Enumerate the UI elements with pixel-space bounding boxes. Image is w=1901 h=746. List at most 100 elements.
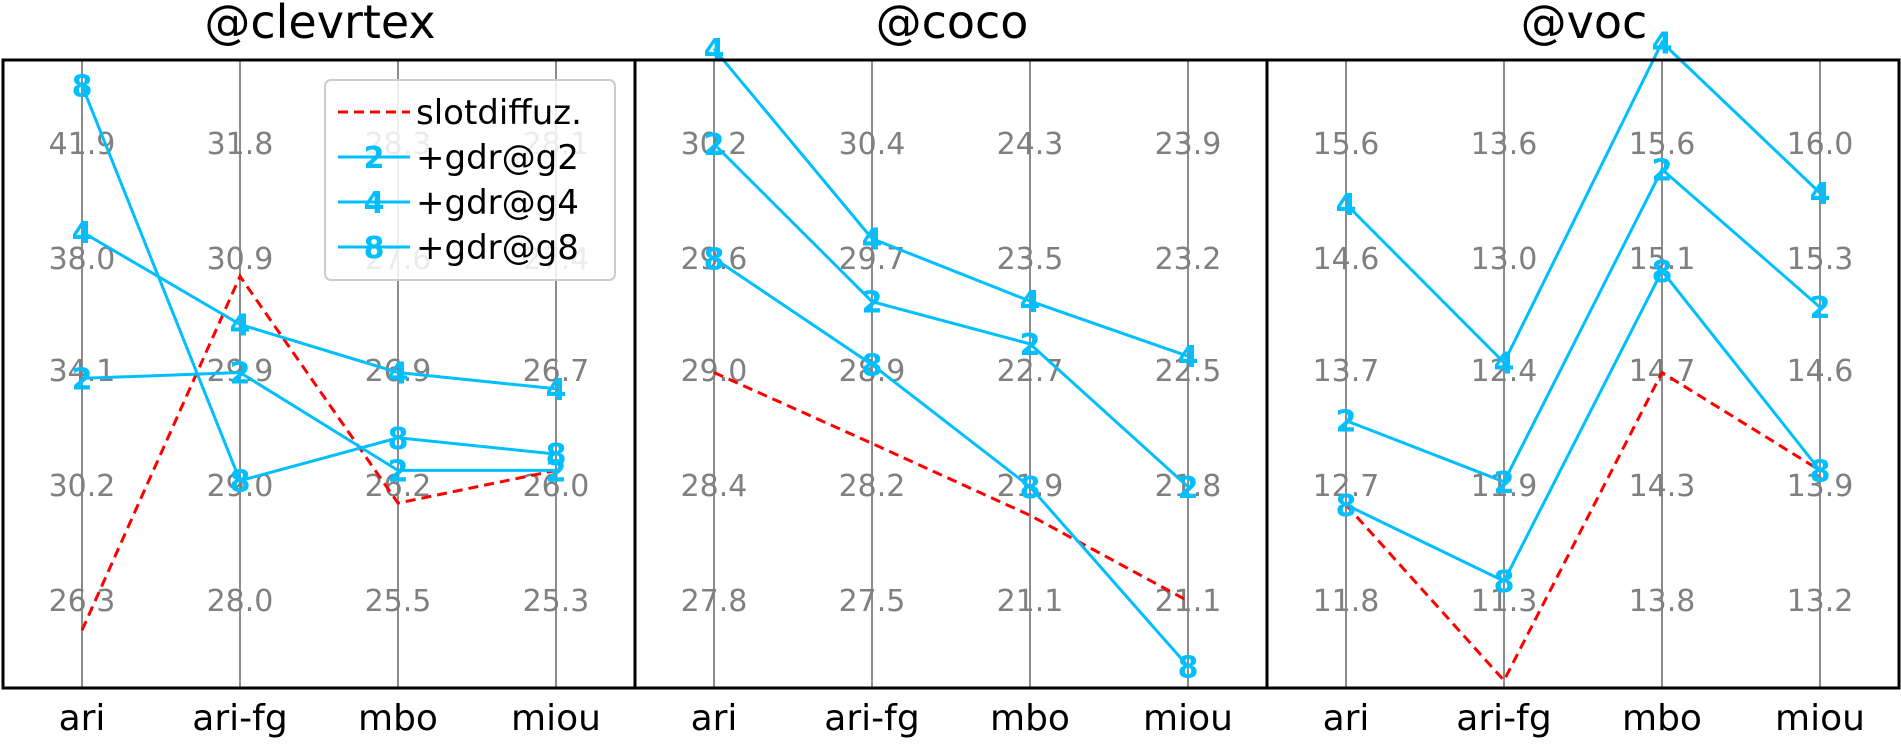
tick-label: 13.6 [1471,127,1538,162]
data-point--gdr-g2: 2 [704,128,725,163]
data-point--gdr-g8: 8 [862,349,883,384]
tick-label: 31.8 [207,127,274,162]
panel-frame [1265,58,1901,690]
panel-title: @coco [876,0,1029,49]
data-point--gdr-g8: 8 [230,465,251,500]
data-point--gdr-g8: 8 [1020,471,1041,506]
tick-label: 34.1 [49,354,116,389]
tick-label: 13.0 [1471,242,1538,277]
tick-label: 22.5 [1155,354,1222,389]
data-point--gdr-g4: 4 [1652,26,1673,61]
data-point--gdr-g2: 2 [230,357,251,392]
series-line--gdr-g4 [1344,39,1822,366]
data-point--gdr-g4: 4 [546,373,567,408]
tick-label: 13.9 [1787,469,1854,504]
tick-label: 27.8 [681,584,748,619]
tick-label: 12.7 [1313,469,1380,504]
data-point--gdr-g8: 8 [1178,650,1199,685]
data-point--gdr-g4: 4 [388,357,409,392]
tick-label: 13.7 [1313,354,1380,389]
tick-label: 28.4 [681,469,748,504]
tick-label: 11.9 [1471,469,1538,504]
legend-label: +gdr@g4 [416,183,579,223]
data-point--gdr-g4: 4 [230,308,251,343]
panel-title: @voc [1521,0,1648,49]
data-point--gdr-g2: 2 [1652,153,1673,188]
tick-label: 11.8 [1313,584,1380,619]
category-label-ari: ari [691,698,738,739]
tick-label: 30.4 [839,127,906,162]
tick-label: 26.3 [49,584,116,619]
data-point--gdr-g2: 2 [1020,328,1041,363]
data-point--gdr-g8: 8 [1810,454,1831,489]
data-point--gdr-g2: 2 [388,454,409,489]
tick-label: 13.8 [1629,584,1696,619]
category-label-miou: miou [511,698,601,739]
series-line--gdr-g2 [1345,167,1821,484]
category-label-ari-fg: ari-fg [824,698,919,739]
tick-label: 38.0 [49,242,116,277]
data-point--gdr-g2: 2 [1810,291,1831,326]
tick-label: 15.3 [1787,242,1854,277]
legend-label: slotdiffuz. [416,93,582,133]
tick-label: 24.3 [997,127,1064,162]
data-point--gdr-g4: 4 [1494,347,1515,382]
data-point--gdr-g4: 4 [72,216,93,251]
data-point--gdr-g4: 4 [862,223,883,258]
data-point--gdr-g8: 8 [1652,255,1673,290]
category-label-ari: ari [1323,698,1370,739]
series-line-slotdiffuz- [80,273,557,631]
tick-label: 14.6 [1787,354,1854,389]
legend: slotdiffuz. 2 +gdr@g2 4 +gdr@g4 8 +gdr@g8 [324,79,616,281]
tick-label: 21.1 [997,584,1064,619]
tick-label: 14.3 [1629,469,1696,504]
tick-label: 26.7 [523,354,590,389]
data-point--gdr-g4: 4 [1178,340,1199,375]
tick-label: 28.0 [207,584,274,619]
category-label-ari-fg: ari-fg [1456,698,1551,739]
category-label-ari-fg: ari-fg [192,698,287,739]
series-line--gdr-g2 [81,370,556,472]
tick-label: 22.7 [997,354,1064,389]
tick-label: 16.0 [1787,127,1854,162]
tick-label: 15.6 [1313,127,1380,162]
tick-label: 30.2 [49,469,116,504]
data-point--gdr-g8: 8 [546,438,567,473]
category-label-mbo: mbo [358,698,438,739]
series-line--gdr-g8 [1345,268,1822,584]
series-line--gdr-g8 [80,84,557,483]
series-line-slotdiffuz- [713,371,1189,603]
data-point--gdr-g4: 4 [1810,177,1831,212]
tick-label: 13.2 [1787,584,1854,619]
data-point--gdr-g2: 2 [1178,471,1199,506]
tick-label: 23.9 [1155,127,1222,162]
data-point--gdr-g4: 4 [1020,285,1041,320]
tick-label: 26.2 [365,469,432,504]
tick-label: 23.5 [997,242,1064,277]
series-line--gdr-g2 [712,142,1190,488]
category-label-mbo: mbo [1622,698,1702,739]
legend-box [324,79,616,281]
data-point--gdr-g2: 2 [72,362,93,397]
tick-label: 27.5 [839,584,906,619]
data-point--gdr-g8: 8 [1494,565,1515,600]
data-point--gdr-g2: 2 [862,286,883,321]
data-point--gdr-g4: 4 [1336,188,1357,223]
category-label-mbo: mbo [990,698,1070,739]
data-point--gdr-g8: 8 [1336,489,1357,524]
data-point--gdr-g2: 2 [1336,405,1357,440]
data-point--gdr-g4: 4 [704,33,725,68]
tick-label: 30.9 [207,242,274,277]
series-line--gdr-g4 [81,230,557,391]
tick-label: 15.6 [1629,127,1696,162]
legend-marker: 8 [364,231,385,266]
legend-marker: 4 [364,186,385,221]
series-line--gdr-g8 [713,256,1190,668]
tick-label: 25.3 [523,584,590,619]
panel-coco: @coco30.229.629.028.427.830.429.728.928.… [633,0,1269,739]
data-point--gdr-g8: 8 [388,422,409,457]
category-label-miou: miou [1775,698,1865,739]
tick-label: 11.3 [1471,584,1538,619]
tick-label: 23.2 [1155,242,1222,277]
